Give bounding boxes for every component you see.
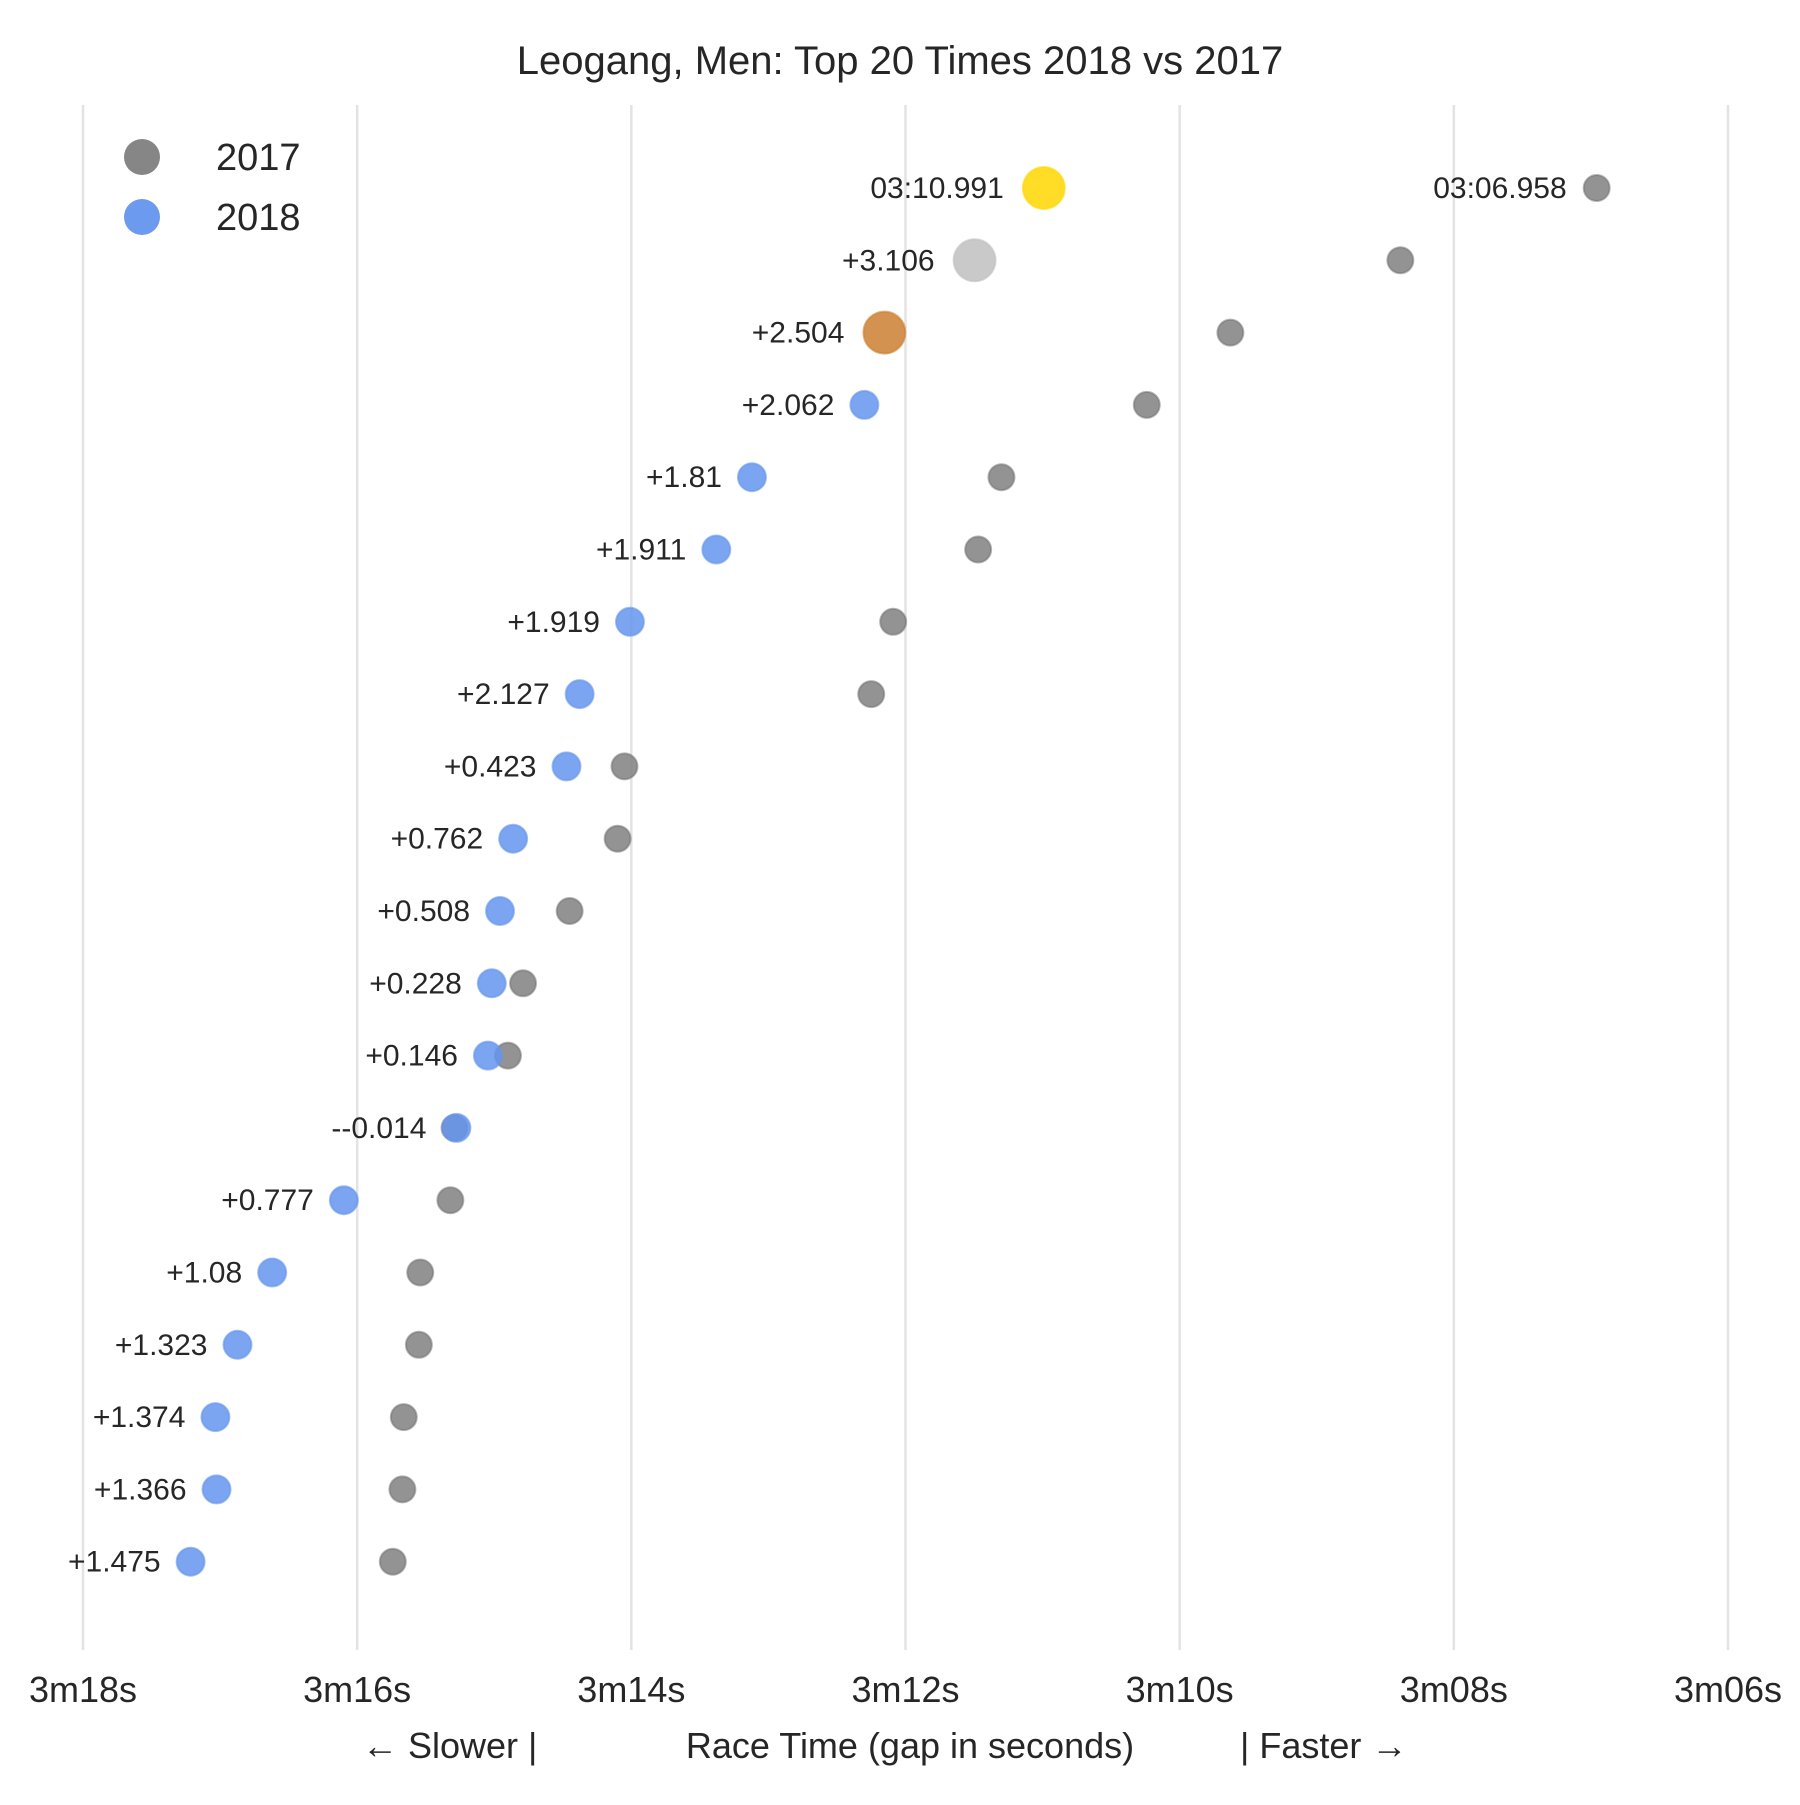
data-points	[175, 166, 1611, 1577]
gap-label: --0.014	[331, 1112, 426, 1145]
podium-point-2018	[1021, 166, 1066, 210]
point-2018	[849, 389, 880, 420]
chart-title: Leogang, Men: Top 20 Times 2018 vs 2017	[517, 39, 1283, 83]
gap-label: +0.423	[444, 750, 537, 783]
point-2018	[201, 1474, 232, 1505]
point-2018	[736, 462, 767, 493]
gap-label: +0.777	[221, 1184, 314, 1217]
gap-label: +1.475	[68, 1546, 161, 1579]
point-2017	[406, 1258, 435, 1287]
point-2017	[610, 752, 639, 781]
gap-label: +2.504	[752, 317, 845, 350]
point-2018	[328, 1185, 359, 1216]
gap-label: 03:10.991	[870, 172, 1003, 205]
point-2018	[441, 1112, 472, 1143]
x-tick-label: 3m12s	[851, 1669, 959, 1710]
x-tick-label: 3m06s	[1674, 1669, 1782, 1710]
point-2018	[257, 1257, 288, 1288]
gap-label: +1.911	[596, 534, 686, 567]
x-tick-label: 3m10s	[1126, 1669, 1234, 1710]
x-tick-label: 3m18s	[29, 1669, 137, 1710]
point-2017	[436, 1186, 465, 1215]
point-2018	[551, 751, 582, 782]
point-2018	[222, 1329, 253, 1360]
point-2017	[603, 824, 632, 853]
podium-point-2018	[952, 238, 997, 283]
point-2018	[476, 968, 507, 999]
point-2018	[472, 1040, 503, 1071]
data-labels: 03:10.991 +3.106 +2.504 +2.062 +1.81 +1.911 +1…	[68, 172, 1567, 1579]
gap-label: +2.062	[742, 389, 835, 422]
point-2018	[200, 1402, 231, 1433]
point-2017	[388, 1475, 417, 1504]
gap-label: +1.919	[507, 606, 600, 639]
gap-label: +0.146	[365, 1040, 458, 1073]
point-2017	[964, 535, 993, 564]
gap-label: +0.228	[369, 967, 462, 1000]
gridlines	[81, 105, 1730, 1650]
point-2018	[498, 823, 529, 854]
point-2018	[175, 1546, 206, 1577]
gap-label: +2.127	[457, 678, 550, 711]
point-2018	[701, 534, 732, 565]
gap-label: +1.366	[94, 1473, 187, 1506]
x-tick-labels: 3m18s 3m16s 3m14s 3m12s 3m10s 3m08s 3m06s	[29, 1669, 1782, 1710]
gap-label: +1.81	[646, 461, 722, 494]
legend-label: 2017	[216, 137, 301, 179]
x-axis-label: Race Time (gap in seconds)	[686, 1725, 1134, 1766]
gap-label: +0.508	[377, 895, 470, 928]
point-2017	[1582, 174, 1611, 202]
x-axis-label-faster: | Faster →	[1240, 1725, 1407, 1766]
legend-marker	[124, 139, 160, 175]
point-2018	[564, 679, 595, 710]
gap-label: +1.08	[166, 1257, 242, 1290]
point-2017	[389, 1403, 418, 1432]
podium-point-2018	[862, 310, 907, 355]
point-2017	[987, 463, 1016, 492]
x-tick-label: 3m14s	[577, 1669, 685, 1710]
point-2018	[614, 606, 645, 637]
point-2017	[879, 607, 908, 636]
gap-label: +3.106	[842, 244, 935, 277]
winner-2017-label: 03:06.958	[1433, 172, 1566, 205]
point-2018	[485, 896, 516, 926]
x-tick-label: 3m16s	[303, 1669, 411, 1710]
legend-marker	[124, 199, 160, 235]
x-axis-label-slower: ← Slower |	[362, 1725, 537, 1766]
x-tick-label: 3m08s	[1400, 1669, 1508, 1710]
point-2017	[378, 1547, 407, 1576]
legend-label: 2018	[216, 197, 301, 239]
point-2017	[857, 680, 886, 709]
point-2017	[1216, 318, 1245, 347]
legend: 2017 2018	[124, 137, 301, 239]
point-2017	[404, 1330, 433, 1359]
gap-label: +1.374	[93, 1401, 186, 1434]
point-2017	[555, 897, 584, 925]
point-2017	[1386, 246, 1415, 275]
point-2017	[509, 969, 538, 998]
gap-label: +1.323	[115, 1329, 208, 1362]
gap-label: +0.762	[391, 823, 484, 856]
point-2017	[1132, 390, 1161, 419]
